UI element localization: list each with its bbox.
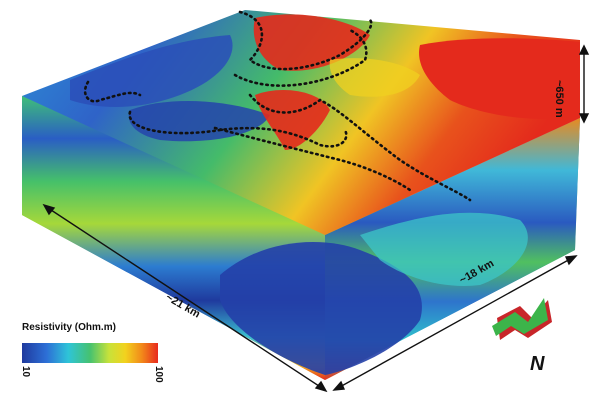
top-red-zone-north — [253, 14, 370, 71]
depth-label: ~650 m — [553, 80, 565, 118]
legend-max-label: 100 — [153, 366, 164, 383]
north-arrow-icon — [492, 298, 552, 340]
boundary-fault — [248, 93, 472, 202]
width-arrow — [337, 257, 573, 389]
boundary-central — [128, 110, 348, 148]
north-label: N — [530, 353, 545, 375]
dimension-arrows — [42, 44, 590, 393]
legend-title: Resistivity (Ohm.m) — [22, 322, 116, 333]
legend-min-label: 10 — [20, 366, 31, 378]
top-red-zone-east — [419, 38, 580, 120]
right-face-mid-zone — [360, 212, 528, 286]
boundary-fault-2 — [213, 126, 412, 192]
right-face-low-resistivity-zone — [220, 242, 422, 375]
length-arrow — [47, 207, 323, 389]
boundary-north — [238, 10, 373, 71]
legend-colorbar — [22, 343, 158, 363]
interpreted-boundaries — [83, 10, 472, 202]
boundary-west — [83, 80, 142, 103]
top-blue-zone — [70, 35, 233, 107]
boundary-loop — [233, 28, 368, 87]
